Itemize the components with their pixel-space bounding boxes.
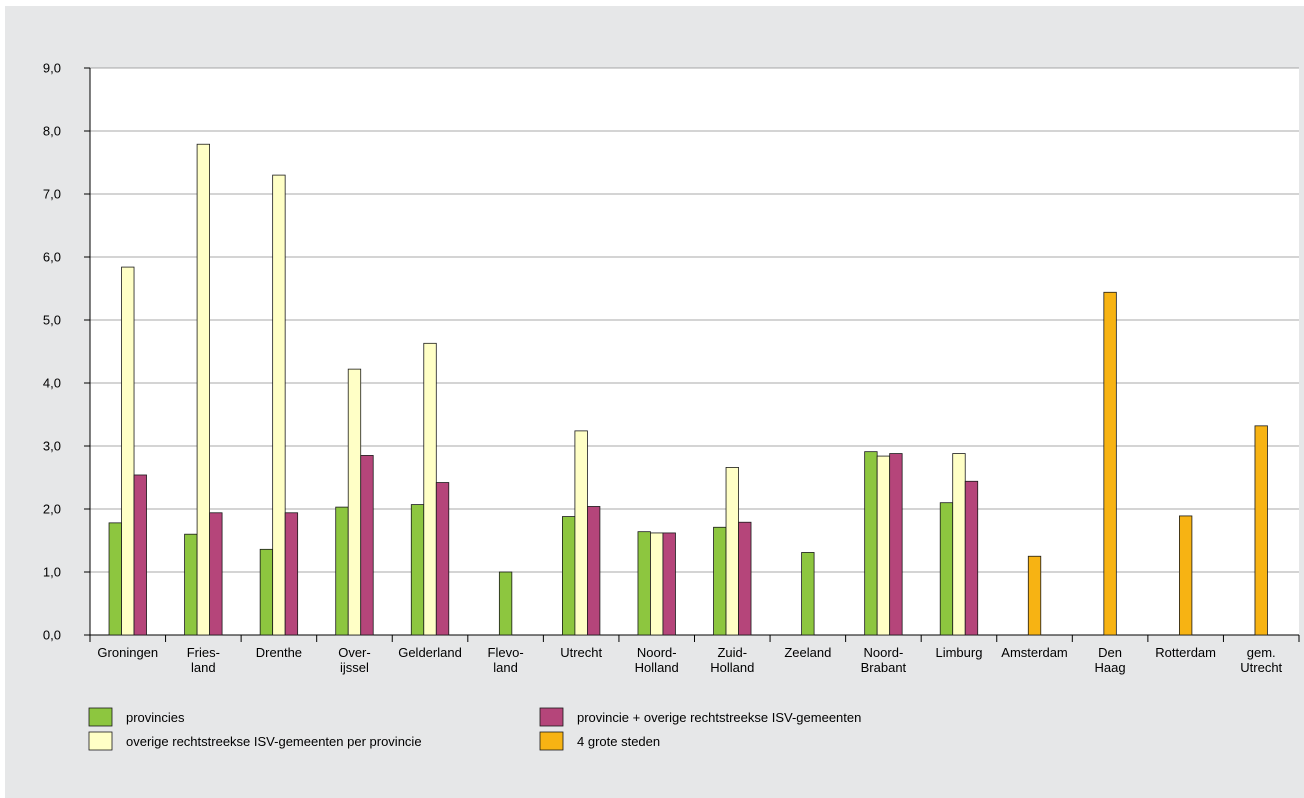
- y-tick-label: 7,0: [43, 187, 61, 202]
- bar[interactable]: [184, 533, 198, 636]
- bar[interactable]: [209, 512, 223, 636]
- y-tick-label: 0,0: [43, 628, 61, 643]
- x-category-label: Over-: [338, 645, 371, 660]
- bar[interactable]: [889, 453, 903, 636]
- bar[interactable]: [498, 571, 513, 636]
- x-category-label: Rotterdam: [1155, 645, 1216, 660]
- bar[interactable]: [587, 506, 601, 636]
- x-category-label: Noord-: [864, 645, 904, 660]
- x-category-label: Noord-: [637, 645, 677, 660]
- y-tick-label: 9,0: [43, 61, 61, 76]
- bar[interactable]: [335, 506, 349, 636]
- x-category-label: Flevo-: [488, 645, 524, 660]
- bar[interactable]: [121, 266, 135, 636]
- x-category-label: land: [191, 660, 216, 675]
- bar[interactable]: [1179, 515, 1193, 636]
- y-tick-label: 1,0: [43, 565, 61, 580]
- legend-label: 4 grote steden: [577, 734, 660, 749]
- legend-swatch: [88, 707, 113, 727]
- x-category-label: gem.: [1247, 645, 1276, 660]
- x-category-label: Holland: [710, 660, 754, 675]
- x-category-label: Holland: [635, 660, 679, 675]
- x-category-label: Drenthe: [256, 645, 302, 660]
- y-tick-label: 3,0: [43, 439, 61, 454]
- bar[interactable]: [952, 453, 966, 636]
- y-tick-label: 2,0: [43, 502, 61, 517]
- bar-chart: 0,0 1,0 2,0 3,0 4,0 5,0 6,0 7,0 8,0 9,0 Groningen F…: [43, 61, 1300, 751]
- x-category-label: Gelderland: [398, 645, 462, 660]
- bar[interactable]: [360, 455, 374, 636]
- x-category-label: land: [493, 660, 518, 675]
- bar[interactable]: [1027, 555, 1042, 636]
- legend-swatch: [539, 707, 564, 727]
- bar[interactable]: [423, 342, 437, 636]
- bar[interactable]: [650, 532, 664, 636]
- x-category-label: ijssel: [340, 660, 369, 675]
- x-category-label: Utrecht: [560, 645, 602, 660]
- bar[interactable]: [133, 474, 147, 636]
- x-category-label: Zeeland: [784, 645, 831, 660]
- bar[interactable]: [410, 504, 425, 636]
- bar[interactable]: [964, 480, 979, 636]
- x-category-label: Brabant: [861, 660, 907, 675]
- bar[interactable]: [435, 482, 450, 636]
- bar[interactable]: [1103, 291, 1117, 636]
- chart-frame: 0,0 1,0 2,0 3,0 4,0 5,0 6,0 7,0 8,0 9,0 Groningen F…: [5, 6, 1304, 798]
- x-category-label: Zuid-: [717, 645, 747, 660]
- bar[interactable]: [574, 430, 588, 636]
- bar[interactable]: [713, 526, 727, 636]
- bar[interactable]: [108, 522, 122, 636]
- bar[interactable]: [939, 502, 954, 636]
- bar[interactable]: [272, 174, 286, 636]
- bar[interactable]: [1254, 425, 1268, 636]
- x-category-label: Amsterdam: [1001, 645, 1067, 660]
- x-category-label: Groningen: [97, 645, 158, 660]
- y-tick-label: 8,0: [43, 124, 61, 139]
- legend-swatch: [88, 731, 113, 751]
- y-tick-label: 4,0: [43, 376, 61, 391]
- x-category-label: Limburg: [935, 645, 982, 660]
- bar[interactable]: [662, 532, 676, 636]
- y-tick-label: 6,0: [43, 250, 61, 265]
- bar[interactable]: [196, 143, 210, 636]
- y-tick-label: 5,0: [43, 313, 61, 328]
- bar[interactable]: [284, 512, 299, 636]
- x-category-label: Den: [1098, 645, 1122, 660]
- bar[interactable]: [876, 455, 891, 636]
- bar[interactable]: [738, 521, 752, 636]
- x-category-label: Fries-: [187, 645, 220, 660]
- legend-label: provincie + overige rechtstreekse ISV-ge…: [577, 710, 861, 725]
- legend-label: provincies: [126, 710, 185, 725]
- bar[interactable]: [562, 516, 576, 636]
- bar[interactable]: [725, 467, 739, 636]
- bar[interactable]: [801, 552, 815, 636]
- bar[interactable]: [259, 548, 274, 636]
- x-category-label: Haag: [1095, 660, 1126, 675]
- legend-label: overige rechtstreekse ISV-gemeenten per …: [126, 734, 422, 749]
- x-category-label: Utrecht: [1240, 660, 1282, 675]
- bar[interactable]: [347, 368, 362, 636]
- legend-swatch: [539, 731, 564, 751]
- bar[interactable]: [864, 451, 878, 636]
- bar[interactable]: [637, 531, 651, 636]
